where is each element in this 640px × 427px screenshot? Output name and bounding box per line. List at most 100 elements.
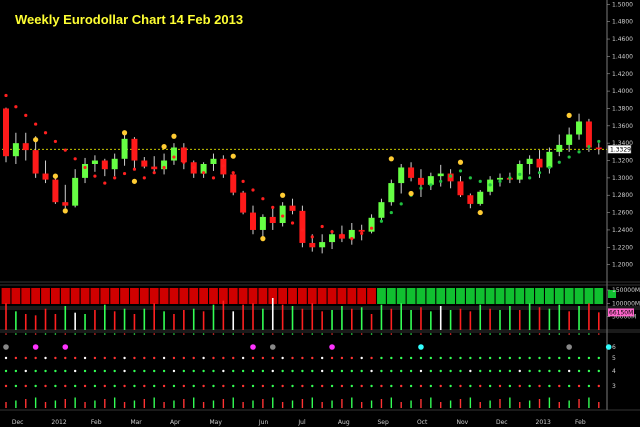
indicator-dot xyxy=(400,356,403,360)
indicator-dot xyxy=(143,369,146,373)
candle-body xyxy=(170,147,177,161)
indicator-dot xyxy=(419,369,423,373)
sar-dot xyxy=(547,165,552,170)
indicator-dot xyxy=(597,356,600,360)
candle-body xyxy=(72,177,79,206)
trend-block xyxy=(100,288,110,304)
indicator-dot xyxy=(419,384,423,388)
indicator-dot xyxy=(143,356,146,360)
indicator-dot xyxy=(34,369,37,373)
indicator-dot xyxy=(469,356,472,360)
y-tick-label: 1.2600 xyxy=(612,210,633,217)
indicator-dot xyxy=(74,333,76,335)
indicator-dot xyxy=(370,369,373,373)
trend-block xyxy=(278,288,288,304)
sar-dot xyxy=(261,197,265,201)
x-tick-label: Dec xyxy=(496,419,508,426)
sar-dot xyxy=(449,174,453,178)
indicator-dot xyxy=(370,384,373,388)
indicator-dot xyxy=(488,369,492,373)
indicator-dot xyxy=(163,333,165,335)
candle-body xyxy=(269,216,276,223)
indicator-dot xyxy=(192,369,195,373)
indicator-dot xyxy=(222,369,225,373)
sar-dot xyxy=(202,171,206,175)
indicator-dot xyxy=(528,356,531,360)
indicator-dot xyxy=(508,369,512,373)
indicator-dot xyxy=(222,356,225,360)
indicator-dot xyxy=(548,333,551,335)
trend-block xyxy=(268,288,278,304)
signal-dot xyxy=(566,112,572,119)
candle-body xyxy=(329,234,336,243)
indicator-dot xyxy=(321,333,323,335)
sar-dot xyxy=(182,160,186,164)
signal-dot xyxy=(260,236,266,242)
indicator-dot xyxy=(340,369,344,373)
sar-dot xyxy=(567,155,571,159)
indicator-dot xyxy=(54,369,57,373)
indicator-dot xyxy=(479,369,482,373)
indicator-dot xyxy=(331,333,333,335)
candle-body xyxy=(3,108,9,157)
candle-body xyxy=(141,160,148,167)
trend-block xyxy=(159,288,169,304)
trend-block xyxy=(426,288,436,304)
signal-dot xyxy=(457,159,464,165)
candle-body xyxy=(417,177,424,185)
indicator-dot xyxy=(578,333,580,335)
indicator-dot xyxy=(320,356,324,360)
indicator-dot xyxy=(498,356,502,360)
indicator-dot xyxy=(212,369,215,373)
candle-body xyxy=(111,158,118,170)
indicator-dot xyxy=(103,384,107,388)
indicator-dot xyxy=(587,356,591,360)
indicator-dot xyxy=(577,369,581,373)
indicator-dot xyxy=(281,369,284,373)
trend-block xyxy=(41,288,50,304)
indicator-tick-label: 6 xyxy=(612,344,616,351)
candle-body xyxy=(101,160,108,170)
indicator-dot xyxy=(252,333,254,335)
indicator-dot xyxy=(439,356,442,360)
indicator-dot xyxy=(94,333,96,335)
indicator-dot xyxy=(172,369,176,373)
indicator-dot xyxy=(34,356,37,360)
indicator-dot xyxy=(183,333,185,335)
candle-body xyxy=(427,176,434,185)
candle-body xyxy=(358,229,365,232)
indicator-dot xyxy=(172,356,176,360)
indicator-dot xyxy=(24,384,27,388)
trend-block xyxy=(574,288,584,304)
indicator-dot xyxy=(330,356,334,360)
candle-body xyxy=(180,147,187,163)
sar-dot xyxy=(300,228,304,232)
indicator-dot xyxy=(558,333,561,335)
trend-block xyxy=(51,288,60,304)
indicator-dot xyxy=(499,333,501,335)
indicator-dot xyxy=(301,384,304,388)
y-tick-label: 1.3000 xyxy=(612,175,633,182)
candle-body xyxy=(230,174,237,193)
sar-dot xyxy=(577,150,581,154)
indicator-dot xyxy=(113,356,116,360)
last-price-label: 1.3329 xyxy=(610,147,631,154)
indicator-signal-dot xyxy=(566,344,572,350)
indicator-dot xyxy=(123,369,126,373)
x-tick-label: May xyxy=(209,419,222,426)
indicator-dot xyxy=(548,369,551,373)
sar-dot xyxy=(537,171,542,175)
indicator-dot xyxy=(113,333,116,335)
indicator-dot xyxy=(104,333,106,335)
candle-body xyxy=(12,143,19,157)
indicator-dot xyxy=(489,333,491,335)
sar-dot xyxy=(172,155,176,159)
sar-dot xyxy=(389,210,393,215)
candle-body xyxy=(240,192,247,213)
trend-block xyxy=(416,288,426,304)
indicator-dot xyxy=(567,356,571,360)
volume-last-box xyxy=(608,308,634,317)
indicator-dot xyxy=(153,356,156,360)
candle-body xyxy=(250,212,256,230)
trend-current-marker xyxy=(608,290,616,298)
